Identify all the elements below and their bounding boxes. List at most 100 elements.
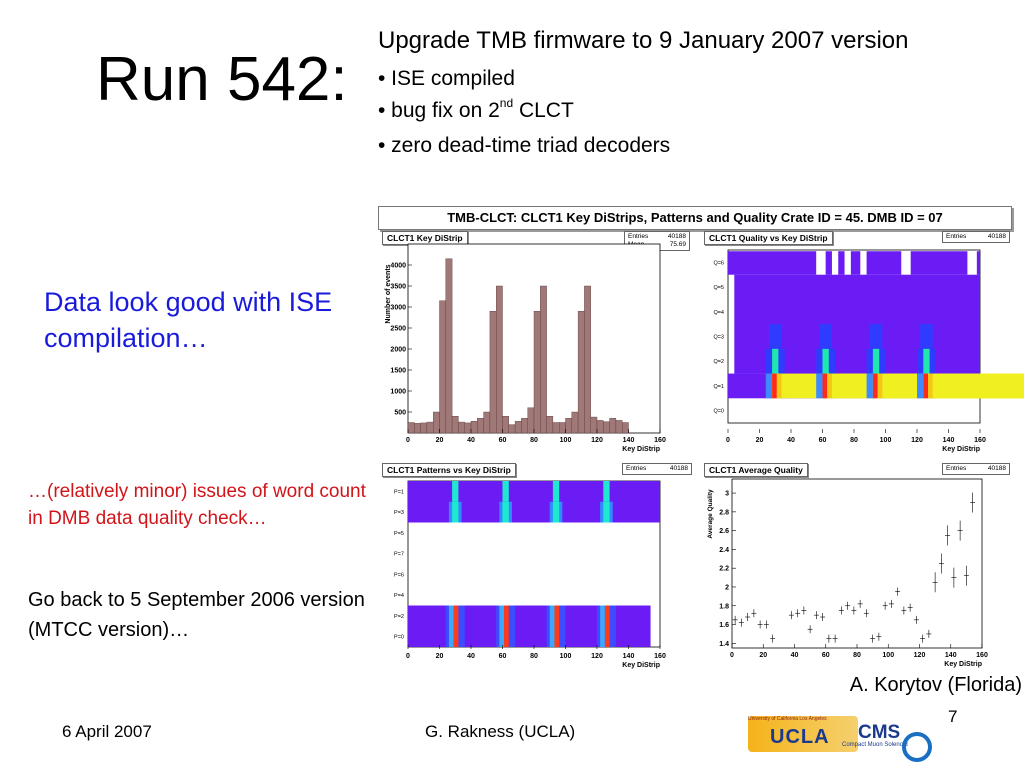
heatmap-cell [928, 373, 933, 399]
x-tick-label: 160 [976, 652, 988, 659]
histogram-bar [439, 300, 447, 434]
heatmap-cell [827, 373, 832, 399]
histogram-bar [458, 421, 465, 434]
heatmap-cell [549, 605, 555, 647]
histogram-bar [433, 411, 440, 434]
x-tick-label: 0 [406, 437, 410, 444]
x-tick-label: 60 [499, 653, 507, 660]
heatmap-cell [768, 324, 782, 349]
x-tick-label: 120 [591, 437, 603, 444]
x-tick-label: 40 [787, 437, 795, 444]
x-tick-label: 60 [819, 437, 827, 444]
y-tick-label: 4000 [390, 263, 406, 270]
x-axis-label: Key DiStrip [622, 662, 660, 669]
heatmap-cell [850, 251, 861, 275]
x-tick-label: 80 [853, 652, 861, 659]
heatmap-cell [552, 501, 560, 523]
heatmap-cell [976, 251, 980, 275]
x-tick-label: 140 [623, 653, 635, 660]
histogram-bar [489, 311, 497, 434]
y-tick-label: 2.2 [719, 566, 729, 573]
y-tick-label: 3500 [390, 284, 406, 291]
heatmap-cell [728, 251, 817, 275]
y-tick-label: 1.8 [719, 603, 729, 610]
heatmap-cell [502, 481, 509, 502]
y-tick-label: 2.6 [719, 528, 729, 535]
x-tick-label: 160 [974, 437, 986, 444]
bullet-bug-fix: • bug fix on 2nd CLCT [378, 96, 574, 122]
histogram-bar [590, 416, 598, 434]
histogram-bar [477, 418, 484, 434]
y-tick-label: Q=6 [713, 260, 724, 266]
x-tick-label: 40 [467, 653, 475, 660]
heatmap-cell [772, 373, 777, 399]
x-tick-label: 60 [822, 652, 830, 659]
histogram-bar [540, 285, 547, 434]
cms-logo-text: CMS [858, 722, 901, 743]
data-good-note: Data look good with ISE compilation… [44, 287, 333, 353]
y-tick-label: Q=3 [713, 335, 724, 341]
x-tick-label: 20 [756, 437, 764, 444]
histogram-bar [571, 411, 579, 434]
heatmap-cell [502, 501, 509, 523]
histogram-bar [559, 422, 566, 434]
x-tick-label: 0 [730, 652, 734, 659]
y-tick-label: 3 [725, 491, 729, 498]
x-tick-label: 0 [726, 437, 730, 444]
y-tick-label: P=5 [394, 531, 404, 537]
y-tick-label: 2.4 [719, 547, 729, 554]
histogram-bar [451, 416, 459, 434]
histogram-bar [584, 285, 591, 434]
heatmap-cell [452, 501, 459, 523]
histogram-bar [596, 420, 604, 434]
heatmap-cell [923, 373, 929, 399]
x-tick-label: 40 [467, 437, 475, 444]
x-tick-label: 160 [654, 653, 666, 660]
ucla-logo: UCLA [748, 716, 858, 752]
y-tick-label: Q=5 [713, 285, 724, 291]
histogram-bar [577, 311, 585, 434]
slide-title: Run 542: [96, 45, 348, 114]
histogram-bar [603, 421, 610, 434]
histogram-bar [615, 420, 623, 434]
y-tick-label: 2000 [390, 347, 406, 354]
x-tick-label: 40 [791, 652, 799, 659]
stats-box: Entries 40188 [942, 231, 1010, 243]
histogram-bar [483, 411, 491, 434]
heatmap-cell [872, 348, 880, 374]
y-tick-label: 500 [394, 410, 406, 417]
heatmap-cell [603, 481, 610, 502]
heatmap-cell [872, 373, 878, 399]
histogram-bar [609, 418, 617, 434]
page-number: 7 [948, 707, 958, 726]
histogram-bar [420, 422, 428, 434]
footer-author: G. Rakness (UCLA) [425, 722, 576, 741]
histogram-bar [407, 422, 415, 434]
histogram-bar [426, 421, 434, 434]
x-tick-label: 80 [530, 437, 538, 444]
histogram-bar [502, 416, 510, 434]
x-tick-label: 100 [880, 437, 892, 444]
bullet-ise-compiled: • ISE compiled [378, 67, 515, 90]
x-tick-label: 120 [914, 652, 926, 659]
heatmap-cell [604, 605, 610, 647]
y-tick-label: P=7 [394, 552, 404, 558]
heatmap-cell [920, 324, 933, 349]
heatmap-cell [600, 605, 605, 647]
heatmap-cell [452, 481, 459, 502]
heatmap-cell [838, 251, 845, 275]
histogram-bar [546, 416, 554, 434]
y-tick-label: P=1 [394, 489, 404, 495]
panel-title: TMB-CLCT: CLCT1 Key DiStrips, Patterns a… [378, 206, 1012, 230]
x-tick-label: 60 [499, 437, 507, 444]
heatmap-cell [772, 348, 779, 374]
histogram-bar [565, 418, 572, 434]
histogram-bar [414, 423, 421, 434]
issues-note: …(relatively minor) issues of word count… [28, 481, 366, 529]
histogram-bar [508, 424, 516, 434]
x-tick-label: 100 [560, 653, 572, 660]
heatmap-cell [822, 373, 828, 399]
chart-title: CLCT1 Average Quality [704, 463, 808, 477]
y-tick-label: 1500 [390, 368, 406, 375]
heatmap-cell [923, 348, 930, 374]
